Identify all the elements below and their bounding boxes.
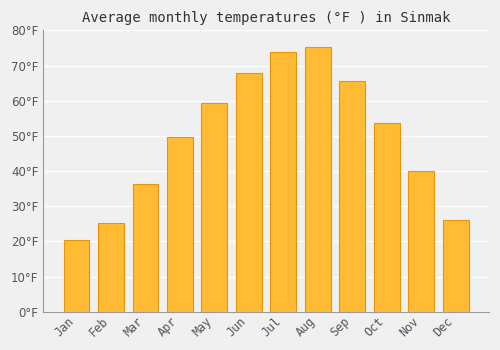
Bar xyxy=(408,171,434,312)
Bar xyxy=(202,103,228,312)
Bar xyxy=(236,73,262,312)
Bar xyxy=(270,51,296,312)
Bar xyxy=(340,81,365,312)
Bar xyxy=(132,184,158,312)
Bar xyxy=(98,223,124,312)
Title: Average monthly temperatures (°F ) in Sinmak: Average monthly temperatures (°F ) in Si… xyxy=(82,11,450,25)
Bar xyxy=(167,137,193,312)
Bar xyxy=(374,123,400,312)
Bar xyxy=(64,240,90,312)
Bar xyxy=(305,47,331,312)
Bar xyxy=(443,220,468,312)
